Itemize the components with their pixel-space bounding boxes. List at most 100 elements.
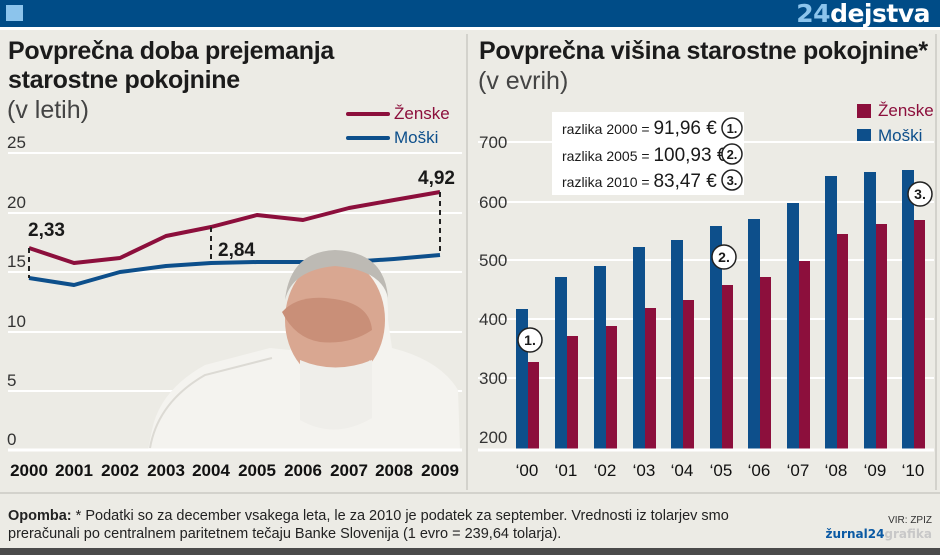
elderly-man-photo <box>148 250 460 450</box>
svg-text:2005: 2005 <box>238 461 276 480</box>
svg-text:2003: 2003 <box>147 461 185 480</box>
legend-label-men-bar: Moški <box>878 126 923 145</box>
svg-text:2007: 2007 <box>330 461 368 480</box>
svg-text:2009: 2009 <box>421 461 459 480</box>
left-title-line1: Povprečna doba prejemanja <box>8 37 334 65</box>
difference-markers <box>28 192 441 278</box>
diff-row-2010: razlika 2010 = 83,47 € <box>562 171 717 192</box>
svg-text:‘05: ‘05 <box>710 461 733 480</box>
line-chart-x-ticks: 2000 2001 2002 2003 2004 2005 2006 2007 … <box>10 461 459 480</box>
svg-text:400: 400 <box>479 310 507 329</box>
brand-number: 24 <box>796 0 831 28</box>
right-border <box>935 34 937 490</box>
legend-item-women: Ženske <box>346 103 450 125</box>
legend-line-men-icon <box>346 136 390 140</box>
panel-divider <box>466 34 468 490</box>
footer-separator <box>0 492 940 494</box>
differences-box <box>552 112 744 195</box>
svg-text:10: 10 <box>7 312 26 331</box>
diff-markers <box>721 117 743 191</box>
logo-part1: žurnal24 <box>825 527 885 541</box>
diff-row-2000: razlika 2000 = 91,96 € <box>562 118 717 139</box>
line-chart-y-ticks: 25 20 15 10 5 0 <box>7 133 26 449</box>
svg-text:‘03: ‘03 <box>633 461 656 480</box>
bottom-bar <box>0 548 940 555</box>
women-line <box>28 190 441 265</box>
svg-text:2004: 2004 <box>192 461 230 480</box>
svg-text:2000: 2000 <box>10 461 48 480</box>
callout-2: 2. <box>718 249 730 265</box>
callout-3: 3. <box>914 186 926 202</box>
svg-text:2002: 2002 <box>101 461 139 480</box>
legend-label-women-bar: Ženske <box>878 101 934 120</box>
right-legend: Ženske Moški <box>857 100 934 147</box>
men-line <box>28 253 441 287</box>
differences-list: razlika 2000 = 91,96 € razlika 2005 = 10… <box>562 118 728 192</box>
annotation-2009: 4,92 <box>418 168 455 189</box>
right-panel: Povprečna višina starostne pokojnine* (v… <box>470 30 940 492</box>
right-title: Povprečna višina starostne pokojnine* <box>479 37 928 65</box>
bars-men <box>516 170 914 449</box>
line-chart-annotations: 2,33 2,84 4,92 <box>28 168 455 261</box>
svg-text:0: 0 <box>7 430 16 449</box>
svg-text:2006: 2006 <box>284 461 322 480</box>
svg-text:1.: 1. <box>727 121 738 136</box>
svg-text:15: 15 <box>7 252 26 271</box>
bar-callout-labels: 1. 2. 3. <box>524 186 926 348</box>
svg-text:25: 25 <box>7 133 26 152</box>
callout-1: 1. <box>524 332 536 348</box>
svg-text:600: 600 <box>479 193 507 212</box>
legend-label-women: Ženske <box>394 104 450 123</box>
logo-part2: grafika <box>884 527 932 541</box>
legend-square-men-icon <box>857 129 871 143</box>
left-legend: Ženske Moški <box>346 103 450 149</box>
legend-label-men: Moški <box>394 128 439 147</box>
svg-text:‘01: ‘01 <box>555 461 578 480</box>
diff-marker-labels: 1. 2. 3. <box>727 121 738 188</box>
line-chart: 25 20 15 10 5 0 2,33 2,84 4,92 2000 2001… <box>7 133 462 480</box>
right-subtitle: (v evrih) <box>478 67 569 95</box>
bars-women <box>528 220 925 449</box>
brand-logo: 24dejstva <box>796 0 930 27</box>
svg-text:‘10: ‘10 <box>902 461 925 480</box>
left-title-line2: starostne pokojnine <box>8 66 240 94</box>
bar-chart-x-ticks: ‘00 ‘01 ‘02 ‘03 ‘04 ‘05 ‘06 ‘07 ‘08 ‘09 … <box>516 461 925 480</box>
svg-text:‘00: ‘00 <box>516 461 539 480</box>
left-panel: Povprečna doba prejemanja starostne poko… <box>0 30 466 492</box>
svg-text:2001: 2001 <box>55 461 93 480</box>
header-square-icon <box>6 5 23 21</box>
svg-text:3.: 3. <box>727 173 738 188</box>
annotation-2000: 2,33 <box>28 220 65 241</box>
left-subtitle: (v letih) <box>7 96 89 124</box>
bar-chart: 700 600 500 400 300 200 ‘00 ‘01 ‘0 <box>478 112 934 480</box>
svg-text:2008: 2008 <box>375 461 413 480</box>
svg-text:‘09: ‘09 <box>864 461 887 480</box>
annotation-2004: 2,84 <box>218 240 255 261</box>
footnote-text: * Podatki so za december vsakega leta, l… <box>8 508 729 542</box>
bar-callout-markers <box>517 181 933 353</box>
svg-text:‘06: ‘06 <box>748 461 771 480</box>
svg-text:200: 200 <box>479 428 507 447</box>
legend-line-women-icon <box>346 112 390 116</box>
bar-chart-y-ticks: 700 600 500 400 300 200 <box>479 133 507 447</box>
legend-square-women-icon <box>857 104 871 118</box>
svg-text:2.: 2. <box>727 147 738 162</box>
header-divider <box>0 27 940 30</box>
svg-text:20: 20 <box>7 193 26 212</box>
source-label: VIR: ZPIZ <box>888 515 932 526</box>
svg-text:‘07: ‘07 <box>787 461 810 480</box>
header-bar: 24dejstva <box>0 0 940 27</box>
legend-item-men: Moški <box>346 127 450 149</box>
footnote: Opomba: * Podatki so za december vsakega… <box>8 507 768 543</box>
diff-row-2005: razlika 2005 = 100,93 € <box>562 145 728 166</box>
brand-word: dejstva <box>830 0 930 28</box>
svg-text:300: 300 <box>479 369 507 388</box>
svg-text:‘08: ‘08 <box>825 461 848 480</box>
svg-text:‘02: ‘02 <box>594 461 617 480</box>
footnote-label: Opomba: <box>8 508 72 524</box>
svg-text:700: 700 <box>479 133 507 152</box>
svg-text:‘04: ‘04 <box>671 461 694 480</box>
svg-text:5: 5 <box>7 371 16 390</box>
legend-item-women-bar: Ženske <box>857 100 934 122</box>
svg-text:500: 500 <box>479 251 507 270</box>
